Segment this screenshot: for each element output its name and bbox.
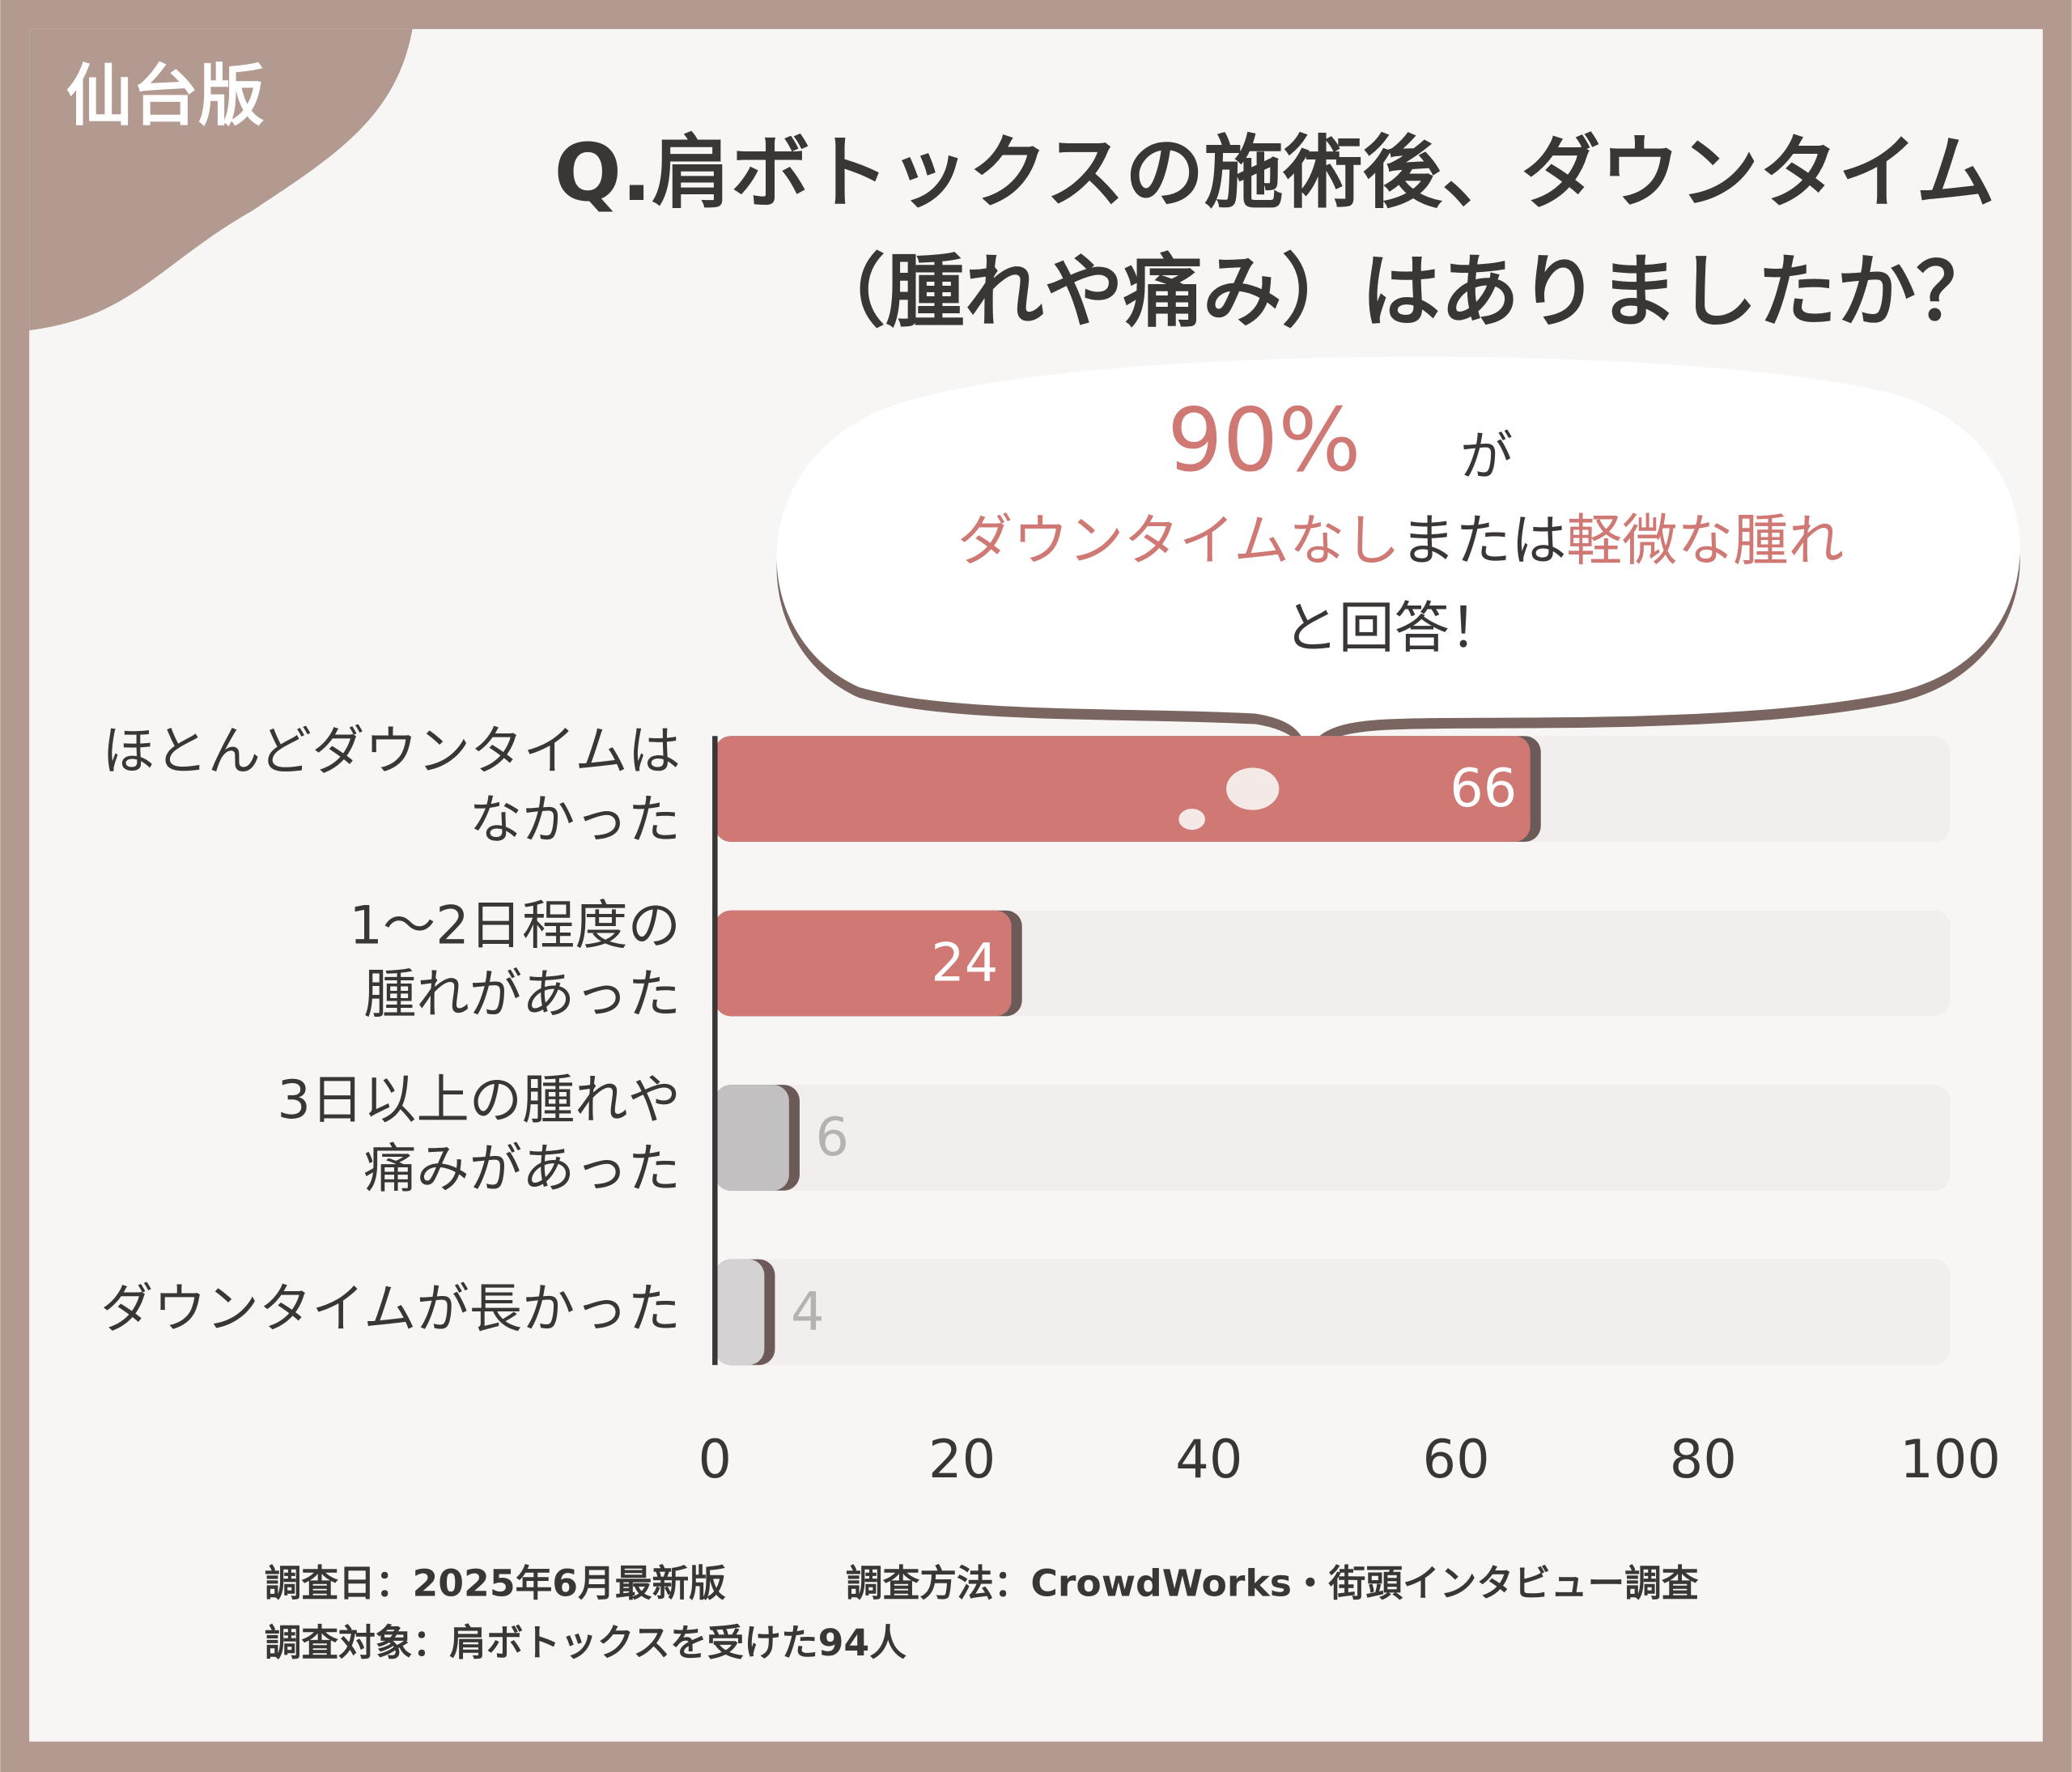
track: [715, 1259, 1951, 1366]
bar: [715, 1259, 765, 1366]
bar: [715, 736, 1531, 842]
bar: [715, 910, 1012, 1017]
footnote: 調査方法：CrowdWorks・街頭インタビュー調査: [846, 1562, 1699, 1604]
category-label: 1〜2日程度の: [349, 895, 680, 957]
callout-text: または: [1400, 509, 1567, 574]
x-tick-label: 100: [1900, 1429, 2001, 1490]
value-label: 66: [1450, 758, 1517, 819]
category-label: 痛みがあった: [363, 1138, 681, 1200]
bubble-dot: [1178, 809, 1205, 831]
value-label: 24: [931, 932, 998, 993]
callout: [776, 356, 2020, 751]
callout-text: が: [1460, 426, 1513, 487]
category-label: ほとんどダウンタイムは: [102, 720, 681, 782]
callout-highlight: ダウンタイムなし: [957, 509, 1400, 574]
callout-text: と回答！: [1283, 596, 1505, 661]
x-tick-label: 60: [1423, 1429, 1490, 1490]
bar: [715, 1085, 789, 1191]
category-label: ダウンタイムが長かった: [100, 1278, 681, 1340]
category-label: 3日以上の腫れや: [277, 1069, 681, 1131]
footnote: 調査対象：肩ボトックスを受けた94人: [265, 1621, 907, 1664]
x-tick-label: 0: [698, 1429, 732, 1490]
title: （腫れや痛み）はありましたか？: [806, 246, 1995, 338]
value-label: 4: [791, 1281, 825, 1342]
callout-highlight: 軽微な腫れ: [1566, 509, 1844, 574]
panel: [29, 28, 2043, 1742]
title: Q.肩ボトックスの施術後、ダウンタイム: [554, 127, 1996, 219]
bubble-dot: [1226, 767, 1280, 810]
x-tick-label: 80: [1670, 1429, 1737, 1490]
callout-text: ダウンタイムなしまたは軽微な腫れ: [957, 509, 1844, 574]
track: [715, 910, 1951, 1017]
callout-percent: 90%: [1167, 390, 1361, 491]
x-tick-label: 40: [1175, 1429, 1242, 1490]
tag: 仙台版: [66, 58, 265, 135]
track: [715, 1085, 1951, 1191]
category-label: なかった: [469, 789, 681, 851]
footnote: 調査日：2025年6月最新版: [265, 1562, 726, 1604]
corner-shape: [29, 28, 413, 331]
value-label: 6: [816, 1107, 850, 1168]
x-tick-label: 20: [928, 1429, 996, 1490]
category-label: 腫れがあった: [363, 963, 681, 1025]
